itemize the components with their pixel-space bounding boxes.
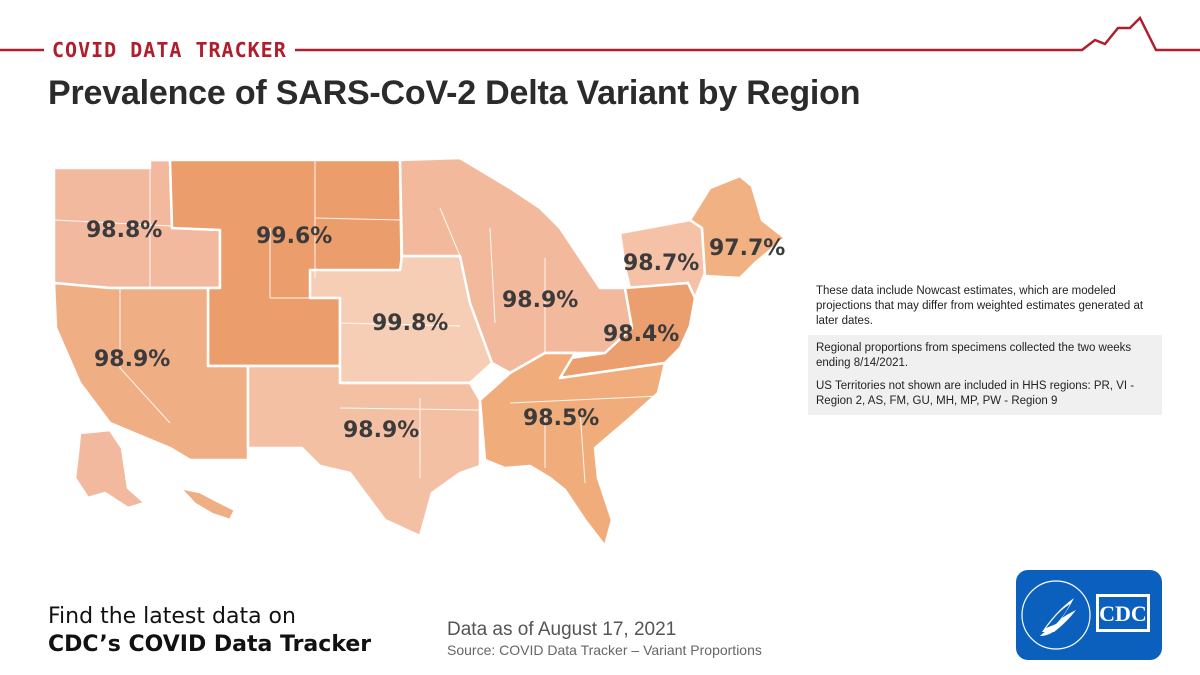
data-date: Data as of August 17, 2021 [447, 619, 677, 640]
territories-note: US Territories not shown are included in… [816, 380, 1135, 407]
page-title: Prevalence of SARS-CoV-2 Delta Variant b… [48, 74, 861, 112]
proportions-note: Regional proportions from specimens coll… [816, 342, 1132, 369]
region-6-shape [246, 364, 482, 538]
region-6-label: 98.9% [343, 418, 420, 443]
region-4-label: 98.5% [523, 406, 600, 431]
cdc-wordmark: CDC [1099, 601, 1147, 626]
hhs-eagle-icon [1040, 598, 1076, 636]
cta-block[interactable]: Find the latest data on CDC’s COVID Data… [48, 603, 371, 659]
cdc-hhs-logo: CDC [1016, 570, 1162, 660]
region-1-label: 97.7% [709, 236, 786, 261]
alaska-shape [73, 428, 147, 510]
region-5-label: 98.9% [502, 288, 579, 313]
region-10-label: 98.8% [86, 218, 163, 243]
region-9-shape [52, 281, 250, 462]
nowcast-note: These data include Nowcast estimates, wh… [816, 285, 1144, 327]
cta-line-1: Find the latest data on [48, 604, 296, 629]
region-3-label: 98.4% [603, 322, 680, 347]
hawaii-shape [178, 486, 237, 522]
notes-panel: These data include Nowcast estimates, wh… [808, 280, 1162, 415]
us-map [52, 156, 787, 548]
brand-label: COVID DATA TRACKER [44, 38, 295, 62]
region-8-label: 99.6% [256, 224, 333, 249]
region-4-shape [478, 351, 667, 548]
cta-line-2: CDC’s COVID Data Tracker [48, 632, 372, 657]
region-7-label: 99.8% [372, 311, 449, 336]
notes-box: Regional proportions from specimens coll… [808, 335, 1162, 415]
region-9-label: 98.9% [94, 347, 171, 372]
data-source: Source: COVID Data Tracker – Variant Pro… [447, 642, 762, 658]
region-2-label: 98.7% [623, 251, 700, 276]
header-sparkline [0, 15, 1200, 52]
region-1-shape [688, 174, 787, 280]
